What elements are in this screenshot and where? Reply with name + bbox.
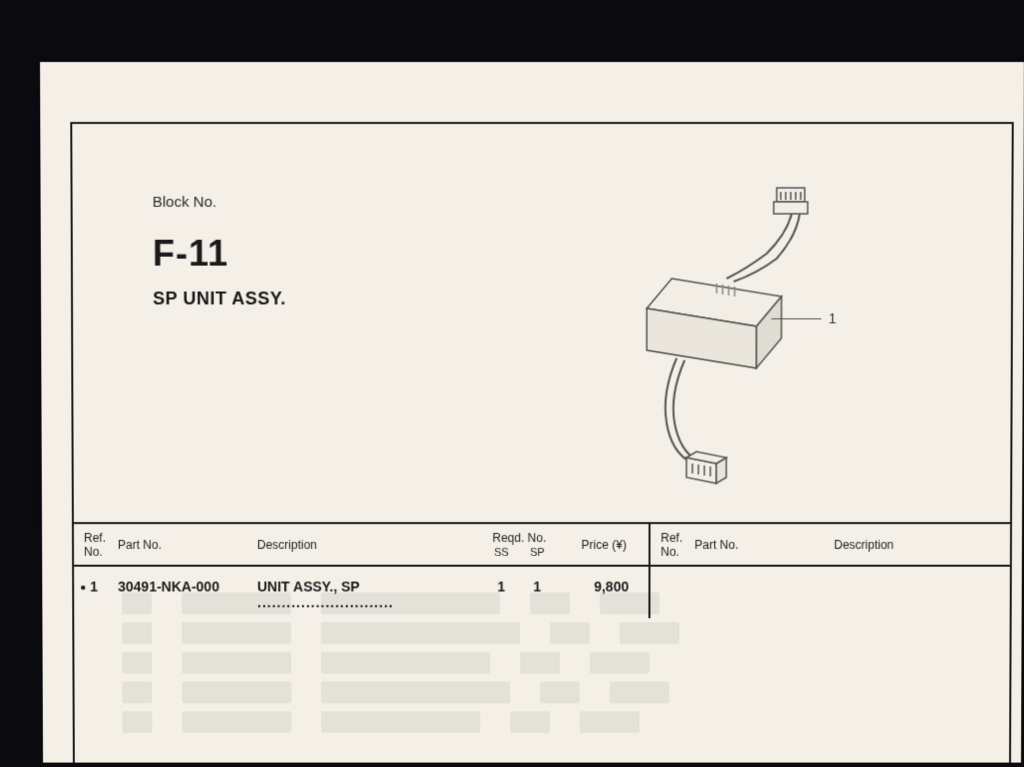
reqd-label: Reqd. No. bbox=[492, 531, 546, 545]
table-header-row-2: Ref.No. Part No. Description bbox=[651, 524, 1010, 566]
col-desc-2: Description bbox=[830, 524, 1010, 566]
callout-line bbox=[771, 318, 821, 319]
col-reqd: Reqd. No. SS SP bbox=[479, 524, 559, 566]
ghost-row bbox=[73, 711, 1012, 733]
col-part-2: Part No. bbox=[691, 524, 830, 566]
reqd-sp: SP bbox=[530, 546, 545, 558]
header-section: Block No. F-11 SP UNIT ASSY. bbox=[72, 124, 1011, 522]
parts-catalog-page: Block No. F-11 SP UNIT ASSY. bbox=[40, 62, 1024, 763]
col-price: Price (¥) bbox=[559, 524, 649, 566]
block-number: F-11 bbox=[153, 233, 286, 275]
col-ref-2: Ref.No. bbox=[651, 524, 691, 566]
col-desc: Description bbox=[253, 524, 479, 566]
reqd-ss: SS bbox=[494, 546, 509, 558]
ghost-row bbox=[72, 652, 1011, 674]
ghost-row bbox=[72, 592, 1012, 614]
ghost-row bbox=[72, 682, 1011, 704]
part-diagram: 1 bbox=[552, 164, 892, 502]
block-label: Block No. bbox=[152, 194, 285, 211]
col-ref: Ref.No. bbox=[74, 524, 114, 566]
callout-number: 1 bbox=[829, 310, 837, 326]
table-header-row: Ref.No. Part No. Description Reqd. No. S… bbox=[74, 524, 649, 566]
block-info: Block No. F-11 SP UNIT ASSY. bbox=[152, 194, 286, 310]
parts-table-2: Ref.No. Part No. Description bbox=[651, 524, 1010, 567]
ghost-row bbox=[72, 622, 1011, 644]
assembly-name: SP UNIT ASSY. bbox=[153, 289, 286, 310]
col-part: Part No. bbox=[114, 524, 254, 566]
sp-unit-illustration bbox=[552, 164, 892, 502]
